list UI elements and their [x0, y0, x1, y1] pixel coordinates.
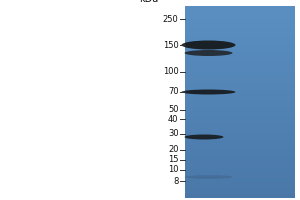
- Text: 15: 15: [168, 156, 178, 164]
- Text: 70: 70: [168, 88, 178, 97]
- Text: 150: 150: [163, 40, 178, 49]
- Text: 10: 10: [168, 166, 178, 174]
- Text: 40: 40: [168, 114, 178, 123]
- Ellipse shape: [184, 50, 232, 56]
- Text: 8: 8: [173, 176, 178, 186]
- Text: 100: 100: [163, 68, 178, 76]
- Ellipse shape: [182, 40, 236, 49]
- Text: 30: 30: [168, 130, 178, 138]
- Ellipse shape: [184, 175, 232, 179]
- Ellipse shape: [184, 134, 224, 140]
- Text: 50: 50: [168, 106, 178, 114]
- Ellipse shape: [182, 90, 236, 95]
- Text: 250: 250: [163, 15, 178, 23]
- Text: kDa: kDa: [140, 0, 159, 4]
- Text: 20: 20: [168, 146, 178, 154]
